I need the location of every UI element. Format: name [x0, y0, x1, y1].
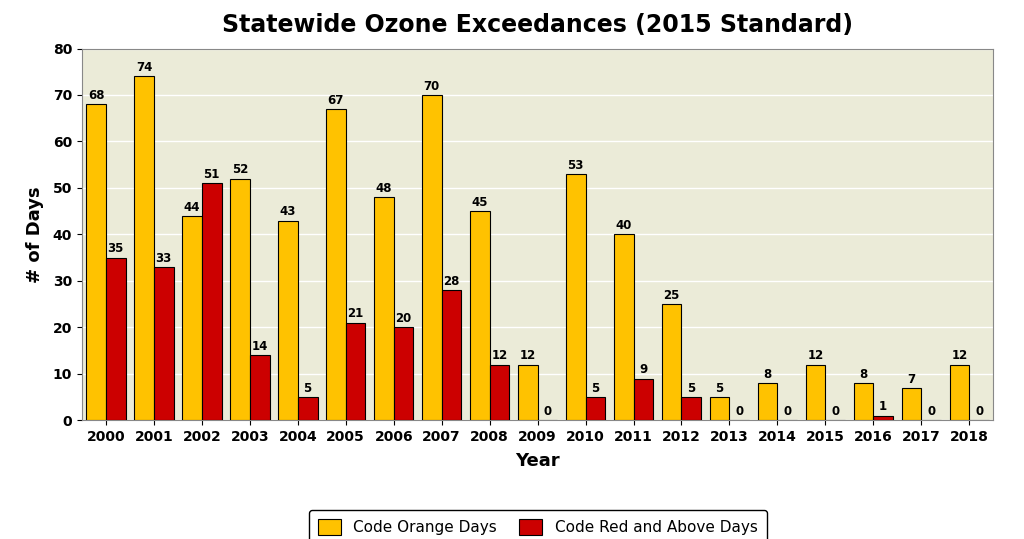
Text: 8: 8 [859, 368, 867, 381]
Bar [326, 109, 346, 420]
Y-axis label: # of Days: # of Days [27, 186, 44, 283]
Bar [230, 179, 250, 420]
Bar [586, 397, 605, 420]
Bar [518, 365, 538, 420]
Title: Statewide Ozone Exceedances (2015 Standard): Statewide Ozone Exceedances (2015 Standa… [222, 13, 853, 37]
Bar [470, 211, 489, 420]
Text: 1: 1 [880, 400, 888, 413]
Bar [154, 267, 174, 420]
Text: 9: 9 [639, 363, 647, 376]
Text: 70: 70 [424, 80, 440, 93]
Text: 14: 14 [252, 340, 268, 353]
Text: 48: 48 [376, 182, 392, 195]
Bar [298, 397, 317, 420]
Bar [105, 258, 126, 420]
Text: 0: 0 [927, 405, 935, 418]
Bar [682, 397, 701, 420]
Text: 8: 8 [764, 368, 772, 381]
Text: 20: 20 [395, 312, 412, 325]
Text: 12: 12 [492, 349, 508, 362]
Text: 67: 67 [328, 94, 344, 107]
Bar [202, 183, 221, 420]
Bar [346, 323, 366, 420]
Text: 12: 12 [951, 349, 968, 362]
Bar [662, 304, 682, 420]
Text: 43: 43 [280, 205, 296, 218]
Text: 52: 52 [231, 163, 248, 176]
Bar [873, 416, 893, 420]
Bar [134, 77, 154, 420]
Text: 51: 51 [204, 168, 220, 181]
Bar [949, 365, 970, 420]
Text: 12: 12 [807, 349, 823, 362]
Bar [441, 290, 462, 420]
Text: 5: 5 [303, 382, 311, 395]
Text: 0: 0 [975, 405, 983, 418]
Text: 12: 12 [519, 349, 536, 362]
Text: 44: 44 [183, 201, 201, 213]
X-axis label: Year: Year [515, 452, 560, 471]
Bar [393, 327, 414, 420]
Text: 21: 21 [347, 307, 364, 321]
Text: 35: 35 [108, 243, 124, 255]
Legend: Code Orange Days, Code Red and Above Days: Code Orange Days, Code Red and Above Day… [308, 510, 767, 539]
Bar [279, 220, 298, 420]
Text: 5: 5 [687, 382, 695, 395]
Bar [806, 365, 825, 420]
Text: 0: 0 [544, 405, 552, 418]
Bar [489, 365, 509, 420]
Text: 25: 25 [664, 289, 680, 302]
Text: 53: 53 [567, 158, 584, 172]
Text: 0: 0 [783, 405, 792, 418]
Text: 33: 33 [156, 252, 172, 265]
Text: 74: 74 [136, 61, 153, 74]
Bar [758, 383, 777, 420]
Bar [250, 355, 269, 420]
Text: 40: 40 [615, 219, 632, 232]
Bar [374, 197, 393, 420]
Bar [566, 174, 586, 420]
Text: 5: 5 [591, 382, 600, 395]
Bar [634, 378, 653, 420]
Text: 7: 7 [907, 372, 915, 385]
Bar [710, 397, 729, 420]
Text: 45: 45 [471, 196, 488, 209]
Bar [182, 216, 202, 420]
Text: 0: 0 [735, 405, 743, 418]
Text: 5: 5 [716, 382, 724, 395]
Bar [422, 95, 441, 420]
Bar [613, 234, 634, 420]
Text: 28: 28 [443, 275, 460, 288]
Text: 0: 0 [831, 405, 840, 418]
Bar [854, 383, 873, 420]
Text: 68: 68 [88, 89, 104, 102]
Bar [86, 105, 105, 420]
Bar [901, 388, 922, 420]
